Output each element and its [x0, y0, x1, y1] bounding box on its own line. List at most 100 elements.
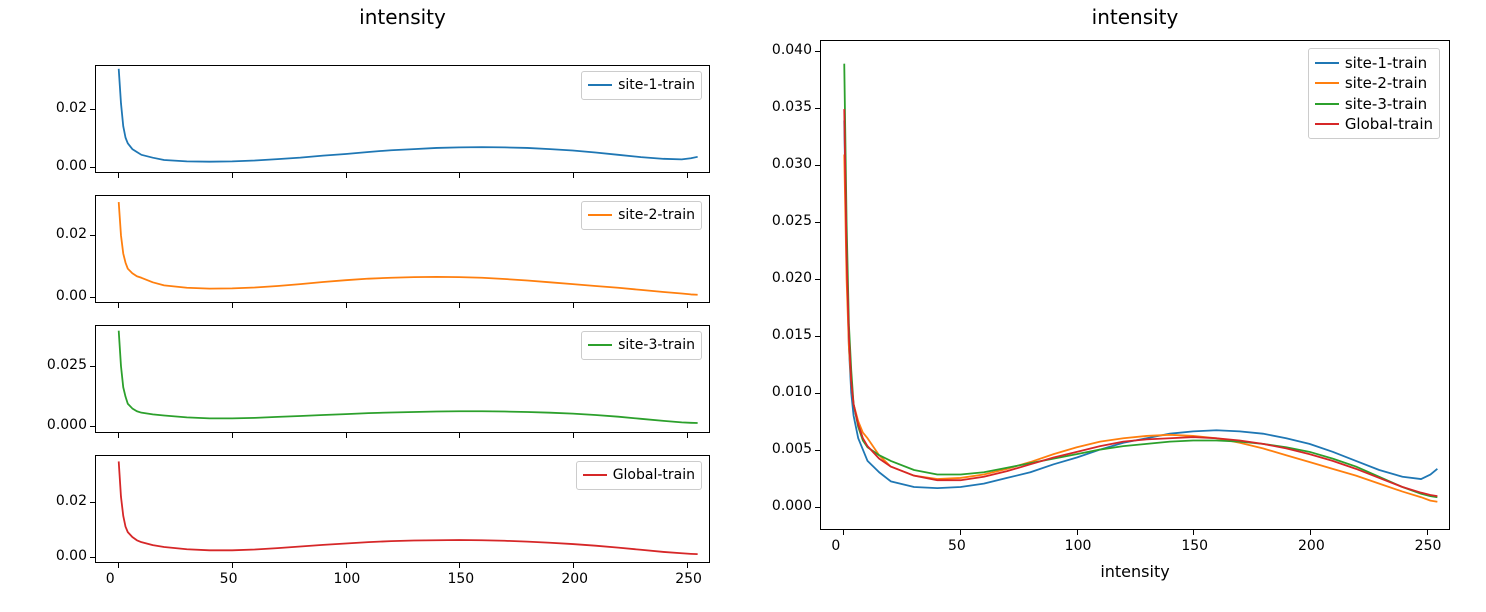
- xtick-mark: [960, 530, 961, 535]
- ytick-label: 0.02: [56, 493, 87, 509]
- xtick-mark: [1310, 530, 1311, 535]
- ytick-mark: [90, 167, 95, 168]
- xtick-mark: [459, 563, 460, 568]
- legend-row: site-1-train: [588, 76, 695, 95]
- xtick-mark: [573, 303, 574, 308]
- legend-row: site-3-train: [588, 336, 695, 355]
- legend-swatch: [588, 344, 612, 346]
- legend-left-3: Global-train: [576, 461, 702, 490]
- xtick-label: 200: [1298, 538, 1325, 554]
- ytick-mark: [90, 426, 95, 427]
- ytick-label: 0.020: [772, 270, 812, 286]
- ytick-label: 0.02: [56, 226, 87, 242]
- xtick-label: 50: [220, 571, 238, 587]
- xtick-label: 100: [1065, 538, 1092, 554]
- ytick-label: 0.030: [772, 156, 812, 172]
- ytick-mark: [90, 235, 95, 236]
- series-line-site-1-train: [844, 120, 1437, 488]
- xtick-label: 250: [1415, 538, 1442, 554]
- ytick-label: 0.040: [772, 42, 812, 58]
- xtick-label: 200: [561, 571, 588, 587]
- legend-swatch: [588, 84, 612, 86]
- ytick-mark: [90, 557, 95, 558]
- xtick-label: 0: [831, 538, 840, 554]
- ytick-mark: [90, 109, 95, 110]
- legend-swatch: [588, 214, 612, 216]
- legend-left-2: site-3-train: [581, 331, 702, 360]
- ytick-mark: [815, 450, 820, 451]
- ytick-label: 0.015: [772, 327, 812, 343]
- legend-label: site-2-train: [1345, 73, 1427, 93]
- ytick-mark: [90, 297, 95, 298]
- legend-left-1: site-2-train: [581, 201, 702, 230]
- xtick-mark: [687, 433, 688, 438]
- ytick-label: 0.00: [56, 288, 87, 304]
- ytick-label: 0.005: [772, 441, 812, 457]
- legend-row: site-2-train: [1315, 73, 1433, 93]
- legend-row: site-2-train: [588, 206, 695, 225]
- ytick-mark: [90, 502, 95, 503]
- xtick-label: 100: [334, 571, 361, 587]
- xtick-label: 250: [675, 571, 702, 587]
- ytick-mark: [815, 336, 820, 337]
- legend-row: Global-train: [1315, 114, 1433, 134]
- series-line-Global-train: [844, 109, 1437, 496]
- legend-row: site-3-train: [1315, 94, 1433, 114]
- xtick-mark: [118, 563, 119, 568]
- legend-swatch: [1315, 103, 1339, 105]
- xtick-label: 150: [447, 571, 474, 587]
- left-title: intensity: [95, 5, 710, 29]
- ytick-mark: [815, 222, 820, 223]
- legend-right: site-1-trainsite-2-trainsite-3-trainGlob…: [1308, 48, 1440, 139]
- series-line-site-2-train: [844, 154, 1437, 501]
- ytick-label: 0.025: [772, 213, 812, 229]
- legend-label: site-3-train: [1345, 94, 1427, 114]
- xtick-mark: [573, 173, 574, 178]
- xtick-mark: [573, 433, 574, 438]
- xtick-label: 150: [1181, 538, 1208, 554]
- xtick-mark: [118, 433, 119, 438]
- legend-label: Global-train: [1345, 114, 1433, 134]
- xtick-mark: [1427, 530, 1428, 535]
- ytick-label: 0.000: [47, 417, 87, 433]
- legend-label: site-1-train: [1345, 53, 1427, 73]
- ytick-mark: [815, 108, 820, 109]
- legend-label: site-2-train: [618, 206, 695, 225]
- xtick-mark: [843, 530, 844, 535]
- ytick-label: 0.035: [772, 99, 812, 115]
- ytick-mark: [815, 165, 820, 166]
- right-xlabel: intensity: [820, 562, 1450, 581]
- legend-left-0: site-1-train: [581, 71, 702, 100]
- ytick-label: 0.000: [772, 498, 812, 514]
- xtick-mark: [346, 433, 347, 438]
- ytick-label: 0.00: [56, 548, 87, 564]
- xtick-mark: [232, 433, 233, 438]
- xtick-mark: [346, 563, 347, 568]
- xtick-mark: [459, 303, 460, 308]
- xtick-mark: [346, 303, 347, 308]
- xtick-label: 0: [106, 571, 115, 587]
- xtick-mark: [687, 563, 688, 568]
- xtick-mark: [232, 563, 233, 568]
- xtick-mark: [1193, 530, 1194, 535]
- xtick-mark: [1077, 530, 1078, 535]
- legend-swatch: [583, 474, 607, 476]
- legend-label: site-1-train: [618, 76, 695, 95]
- right-title: intensity: [820, 5, 1450, 29]
- ytick-mark: [815, 393, 820, 394]
- legend-swatch: [1315, 62, 1339, 64]
- legend-label: Global-train: [613, 466, 695, 485]
- xtick-mark: [118, 303, 119, 308]
- ytick-mark: [90, 366, 95, 367]
- ytick-mark: [815, 279, 820, 280]
- ytick-label: 0.025: [47, 357, 87, 373]
- xtick-mark: [459, 173, 460, 178]
- xtick-mark: [687, 173, 688, 178]
- xtick-mark: [232, 173, 233, 178]
- xtick-mark: [346, 173, 347, 178]
- xtick-mark: [118, 173, 119, 178]
- ytick-label: 0.010: [772, 384, 812, 400]
- xtick-mark: [459, 433, 460, 438]
- xtick-mark: [573, 563, 574, 568]
- legend-swatch: [1315, 82, 1339, 84]
